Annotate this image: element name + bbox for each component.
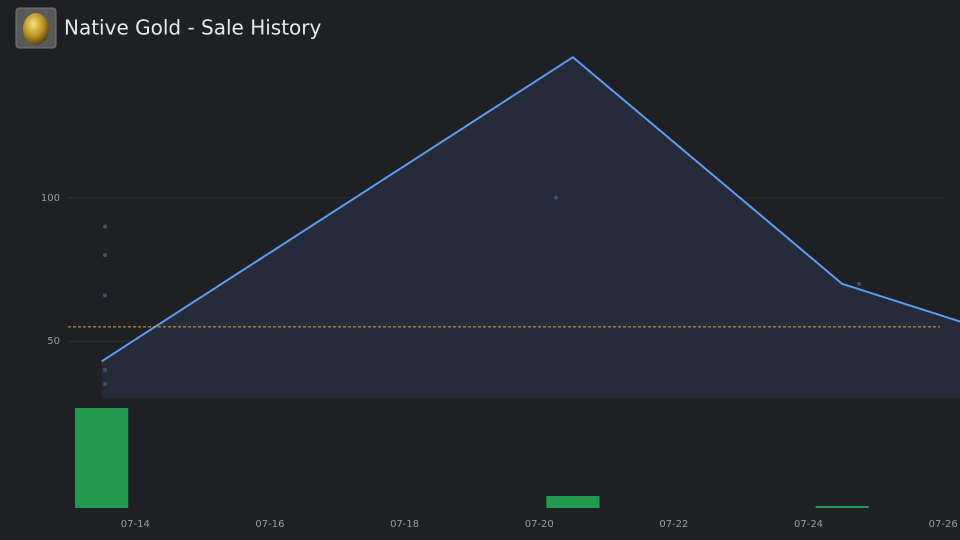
x-tick-label: 07-16 — [255, 519, 284, 530]
sale-point — [103, 382, 108, 387]
item-icon — [15, 7, 57, 49]
sale-point — [103, 367, 108, 372]
x-tick-label: 07-18 — [390, 519, 419, 530]
volume-bar — [546, 496, 600, 508]
x-tick-label: 07-22 — [659, 519, 688, 530]
price-area — [101, 57, 960, 399]
sale-point — [554, 195, 559, 200]
sale-point — [857, 281, 862, 286]
y-tick-label: 50 — [47, 336, 60, 347]
sale-point — [103, 253, 108, 258]
sale-point — [103, 224, 108, 229]
price-line — [101, 55, 960, 363]
x-tick-label: 07-14 — [121, 519, 150, 530]
x-tick-label: 07-24 — [794, 519, 823, 530]
y-tick-label: 100 — [41, 193, 60, 204]
volume-bar — [75, 408, 129, 508]
volume-bar — [815, 506, 869, 508]
sale-point — [103, 293, 108, 298]
icon-egg — [23, 13, 49, 45]
plot-area — [75, 55, 960, 508]
chart-title: Native Gold - Sale History — [64, 16, 322, 40]
x-tick-label: 07-20 — [525, 519, 554, 530]
x-tick-label: 07-26 — [929, 519, 958, 530]
